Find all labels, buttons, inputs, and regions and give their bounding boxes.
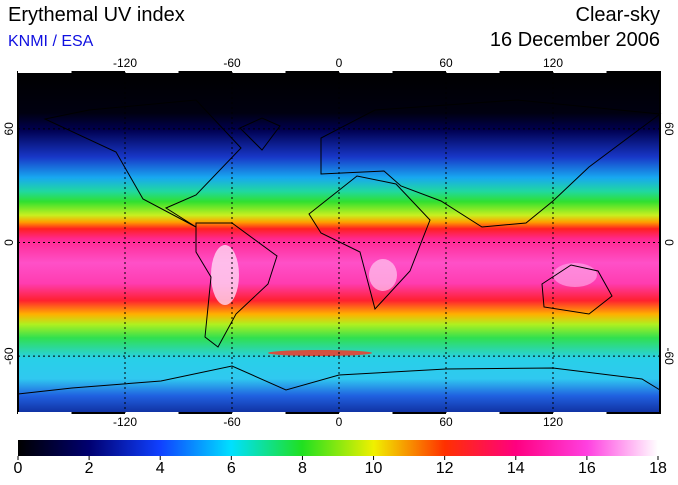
- lat-tick-label: 0: [2, 239, 16, 246]
- lon-tick-label: 60: [439, 415, 453, 429]
- africa: [308, 175, 431, 311]
- south-america: [195, 222, 278, 348]
- lat-tick-label: 0: [662, 239, 676, 246]
- lon-tick-label: 0: [336, 56, 343, 70]
- north-america: [43, 99, 242, 228]
- australia: [541, 264, 613, 315]
- uv-peak-south-america: [211, 245, 239, 305]
- lon-tick-label: -60: [223, 415, 241, 429]
- lon-tick-label: -120: [113, 56, 137, 70]
- colorbar-tick-label: 12: [436, 460, 454, 477]
- lon-tick-label: 60: [439, 56, 453, 70]
- date: 16 December 2006: [490, 29, 660, 51]
- condition: Clear-sky: [576, 4, 660, 26]
- title: Erythemal UV index: [8, 4, 185, 26]
- lat-tick-label: -60: [662, 347, 676, 365]
- colorbar-tick-label: 8: [298, 460, 307, 477]
- lat-tick-label: 60: [662, 122, 676, 136]
- antarctica: [17, 365, 661, 395]
- greenland: [239, 117, 281, 151]
- lon-tick-label: 120: [543, 415, 563, 429]
- lon-tick-label: 120: [543, 56, 563, 70]
- lat-tick-label: -60: [2, 347, 16, 365]
- lon-tick-label: 0: [336, 415, 343, 429]
- uv-peak-africa: [369, 259, 397, 291]
- colorbar-tick-label: 18: [649, 460, 667, 477]
- eurasia: [320, 99, 662, 228]
- colorbar-tick-label: 4: [156, 460, 165, 477]
- colorbar-tick-label: 2: [85, 460, 94, 477]
- colorbar-tick-label: 10: [365, 460, 383, 477]
- colorbar: [18, 440, 658, 456]
- lon-tick-label: -120: [113, 415, 137, 429]
- lat-tick-label: 60: [2, 122, 16, 136]
- lon-tick-label: -60: [223, 56, 241, 70]
- colorbar-tick-label: 14: [507, 460, 525, 477]
- coastlines: [17, 99, 662, 395]
- source: KNMI / ESA: [8, 33, 94, 50]
- colorbar-tick-label: 6: [227, 460, 236, 477]
- colorbar-tick-label: 16: [578, 460, 596, 477]
- uv-peak-australia: [553, 263, 597, 287]
- uv-ozone-hole-edge: [268, 350, 372, 356]
- colorbar-tick-label: 0: [14, 460, 23, 477]
